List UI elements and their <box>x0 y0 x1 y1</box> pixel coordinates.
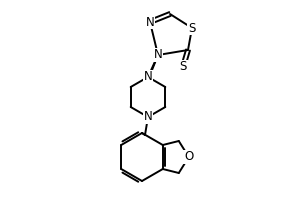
Text: N: N <box>144 71 152 84</box>
Text: N: N <box>144 73 152 86</box>
Text: O: O <box>184 150 194 164</box>
Text: N: N <box>154 48 162 62</box>
Text: S: S <box>188 21 196 34</box>
Text: S: S <box>179 60 187 73</box>
Text: N: N <box>144 110 152 123</box>
Text: N: N <box>146 16 154 28</box>
